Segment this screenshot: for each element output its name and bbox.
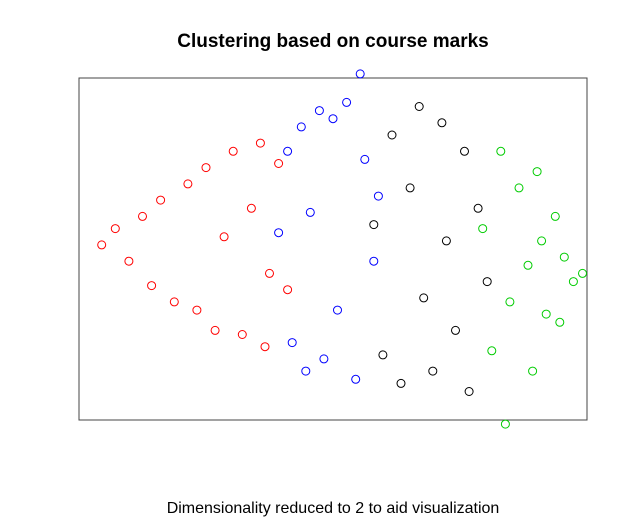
plot-frame: [78, 77, 588, 421]
cluster-2-point-5: [301, 366, 311, 376]
cluster-1-point-8: [183, 179, 193, 189]
cluster-2-point-13: [360, 154, 370, 164]
cluster-2-point-14: [369, 256, 379, 266]
cluster-4-point-4: [505, 297, 515, 307]
cluster-1-point-7: [169, 297, 179, 307]
cluster-1-point-9: [192, 305, 202, 315]
cluster-2-point-6: [305, 207, 315, 217]
cluster-3-point-10: [441, 236, 451, 246]
cluster-3-point-6: [414, 102, 424, 111]
cluster-2-point-4: [296, 122, 306, 132]
cluster-4-point-9: [550, 211, 560, 221]
cluster-2-point-3: [287, 338, 297, 348]
cluster-1-point-10: [201, 163, 211, 173]
x-axis-label: Dimensionality reduced to 2 to aid visua…: [167, 500, 500, 517]
cluster-4-point-5: [514, 183, 524, 193]
cluster-3-point-4: [396, 378, 406, 388]
cluster-4-point-1: [478, 224, 488, 234]
cluster-3-point-7: [419, 293, 429, 303]
cluster-3-point-12: [460, 146, 469, 156]
points-layer: [97, 69, 587, 429]
cluster-2-point-10: [333, 305, 342, 315]
cluster-1-point-16: [255, 138, 265, 148]
cluster-4-point-2: [487, 346, 497, 356]
cluster-1-point-17: [260, 342, 270, 352]
cluster-1-point-12: [219, 232, 229, 242]
cluster-3-point-11: [451, 325, 460, 335]
cluster-4-point-11: [568, 277, 578, 287]
cluster-3-point-5: [405, 183, 415, 193]
cluster-4-point-15: [537, 236, 547, 246]
cluster-4-point-12: [528, 366, 538, 376]
cluster-1-point-6: [156, 195, 166, 205]
cluster-1-point-5: [147, 281, 157, 291]
cluster-1-point-14: [237, 330, 247, 339]
cluster-1-point-2: [110, 224, 120, 234]
cluster-4-point-3: [496, 146, 506, 156]
cluster-1-point-13: [228, 146, 238, 156]
cluster-2-point-9: [328, 114, 338, 124]
cluster-2-point-12: [351, 374, 361, 384]
cluster-4-point-6: [523, 260, 533, 270]
cluster-4-point-16: [578, 268, 587, 278]
cluster-3-point-2: [378, 350, 388, 360]
cluster-2-point-8: [319, 354, 329, 364]
cluster-3-point-13: [464, 387, 474, 396]
cluster-4-point-10: [559, 252, 569, 262]
cluster-3-point-1: [369, 220, 379, 230]
cluster-4-point-14: [500, 419, 510, 429]
cluster-1-point-3: [124, 256, 134, 266]
cluster-4-point-7: [532, 167, 542, 177]
chart-title: Clustering based on course marks: [177, 31, 489, 52]
cluster-2-point-7: [314, 106, 324, 116]
cluster-1-point-20: [283, 285, 293, 295]
cluster-2-point-1: [274, 228, 284, 238]
cluster-1-point-1: [97, 240, 107, 250]
cluster-2-point-11: [342, 97, 352, 107]
cluster-3-point-14: [473, 203, 483, 213]
cluster-1-point-11: [210, 325, 220, 335]
cluster-1-point-4: [138, 211, 147, 221]
cluster-1-point-18: [265, 268, 274, 278]
cluster-3-point-3: [387, 130, 397, 140]
cluster-2-point-2: [283, 146, 293, 156]
cluster-1-point-15: [246, 203, 256, 213]
cluster-1-point-19: [274, 159, 284, 168]
cluster-4-point-8: [541, 309, 551, 319]
cluster-3-point-9: [437, 118, 447, 128]
cluster-2-point-15: [355, 69, 365, 79]
cluster-2-point-16: [373, 191, 383, 201]
cluster-3-point-15: [482, 277, 492, 287]
cluster-4-point-13: [555, 317, 565, 327]
cluster-3-point-8: [428, 366, 438, 376]
